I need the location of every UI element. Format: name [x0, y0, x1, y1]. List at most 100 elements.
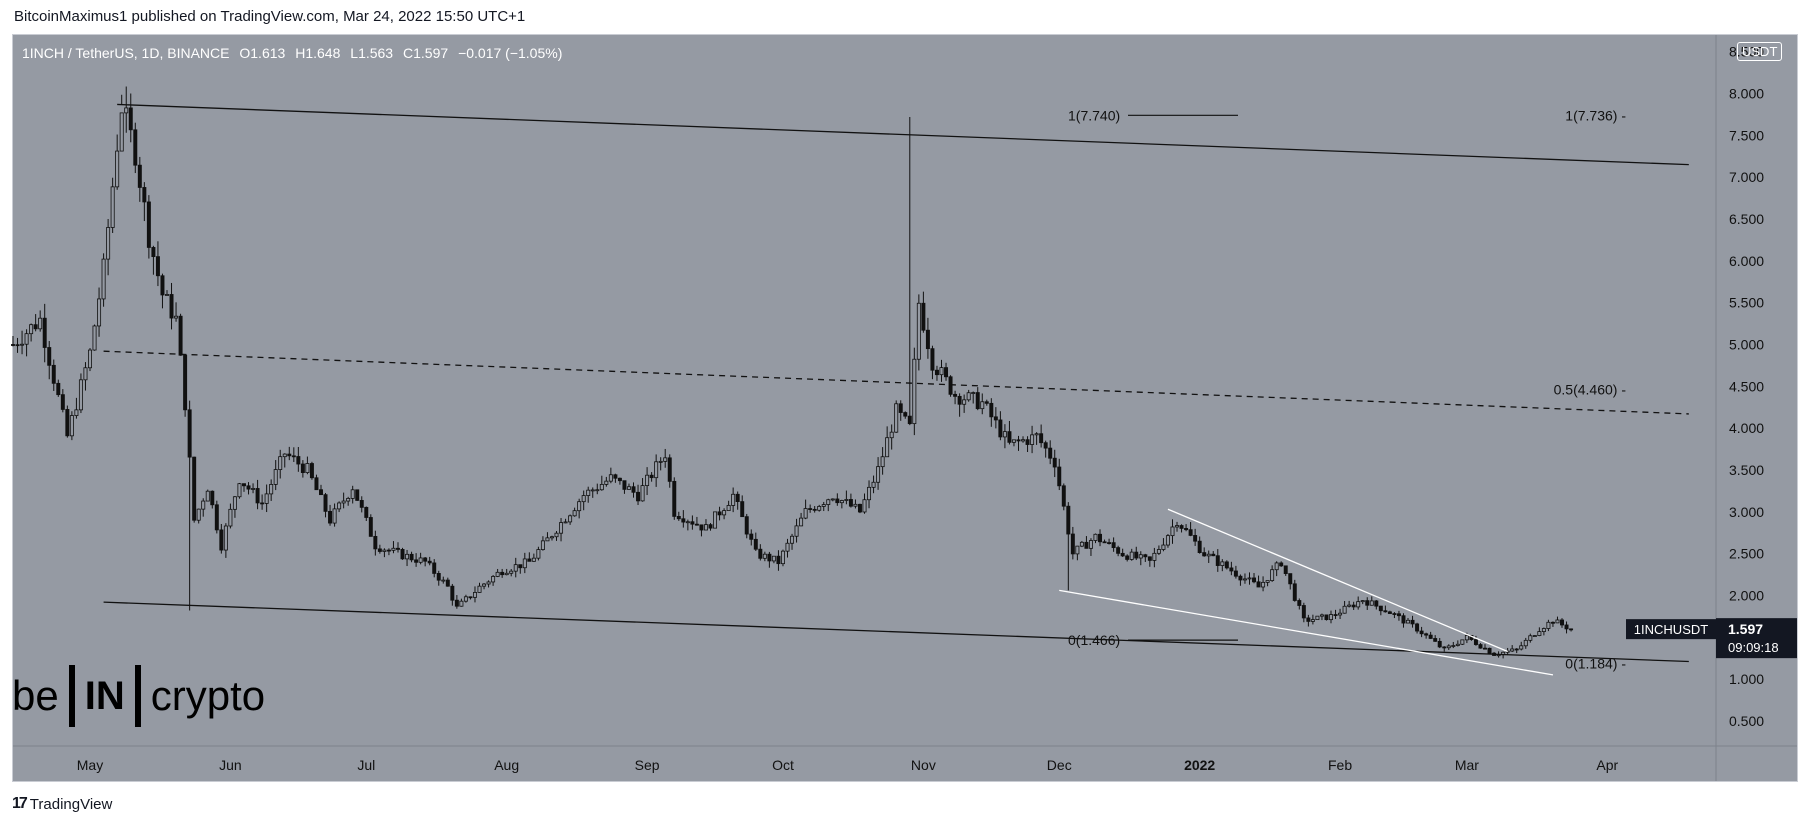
candle-body	[309, 463, 314, 479]
candle-body	[223, 525, 228, 551]
candle-body	[1256, 581, 1261, 588]
candle-body	[1483, 647, 1487, 650]
candle-body	[939, 367, 944, 376]
candle-body	[1487, 647, 1492, 654]
candle-body	[1233, 570, 1238, 577]
candle-body	[1238, 575, 1243, 581]
candle-body	[187, 409, 192, 458]
candle-body	[1369, 600, 1374, 606]
wedge-upper-line[interactable]	[1167, 508, 1508, 653]
candle-body	[83, 367, 88, 381]
candle-body	[20, 343, 25, 346]
candle-body	[1528, 635, 1533, 641]
candle-body	[554, 532, 559, 538]
candle-body	[101, 258, 106, 300]
mid-channel-dashed-line[interactable]	[103, 350, 1689, 415]
candle-body	[962, 399, 967, 405]
candle-body	[423, 557, 428, 562]
time-axis[interactable]	[13, 746, 1797, 781]
candle-body	[42, 317, 47, 348]
candle-body	[1383, 610, 1388, 613]
candle-body	[1134, 551, 1139, 559]
candle-body	[291, 455, 296, 458]
candle-body	[608, 474, 613, 482]
plot-area[interactable]	[13, 35, 1716, 746]
lower-channel-line[interactable]	[103, 601, 1689, 663]
tradingview-logo-icon: 17	[12, 795, 28, 812]
candle-body	[1224, 561, 1229, 569]
candle-body	[771, 555, 776, 562]
x-tick-label: Jun	[219, 757, 242, 773]
candle-body	[151, 247, 156, 258]
candle-body	[799, 517, 804, 527]
price-axis[interactable]	[1716, 35, 1797, 781]
candle-body	[278, 456, 283, 470]
wedge-lower-line[interactable]	[1059, 589, 1554, 676]
candle-body	[821, 504, 826, 507]
candle-body	[713, 511, 718, 529]
candle-body	[1193, 535, 1198, 542]
currency-badge[interactable]: USDT	[1737, 42, 1783, 61]
candle-body	[826, 499, 831, 505]
candle-body	[328, 510, 333, 524]
candle-body	[1143, 554, 1148, 558]
candle-body	[255, 488, 260, 504]
candle-body	[359, 500, 364, 508]
candle-body	[332, 508, 337, 524]
candle-body	[1510, 648, 1515, 652]
candle-body	[599, 484, 604, 491]
tradingview-footer[interactable]: 17 TradingView	[12, 795, 112, 813]
candle-body	[654, 461, 659, 479]
candle-body	[56, 382, 61, 396]
candle-body	[1319, 614, 1324, 617]
candle-body	[1473, 639, 1478, 645]
candle-body	[436, 573, 441, 581]
candle-body	[1532, 635, 1537, 637]
candle-body	[382, 549, 387, 552]
candle-body	[980, 401, 985, 410]
fib-left-bottom-label: 0(1.466)	[1068, 632, 1120, 648]
candle-body	[1002, 431, 1007, 438]
candle-body	[201, 500, 206, 510]
candle-body	[445, 579, 450, 587]
candle-body	[169, 294, 174, 319]
y-tick-label: 7.500	[1729, 127, 1764, 143]
candle-body	[1324, 614, 1329, 621]
candle-body	[785, 542, 790, 552]
price-tag[interactable]	[1716, 618, 1797, 659]
candle-body	[1129, 551, 1134, 560]
legend-change: −0.017 (−1.05%)	[458, 45, 563, 61]
candle-body	[1392, 613, 1397, 615]
candle-body	[495, 571, 500, 577]
y-tick-label: 0.500	[1729, 713, 1764, 729]
candle-body	[1274, 562, 1279, 571]
candle-body	[1061, 485, 1066, 507]
candle-body	[966, 392, 971, 401]
upper-channel-line[interactable]	[117, 103, 1689, 166]
candle-body	[545, 537, 550, 542]
candle-body	[441, 579, 446, 582]
candle-body	[731, 493, 736, 506]
candle-body	[391, 547, 396, 551]
candle-body	[386, 549, 391, 552]
candle-body	[355, 489, 360, 501]
candle-body	[975, 392, 980, 410]
candle-body	[1546, 621, 1551, 629]
candle-body	[400, 549, 405, 560]
candle-body	[1451, 645, 1456, 647]
legend-close: 1.597	[413, 45, 449, 61]
candle-body	[953, 393, 958, 397]
candle-body	[912, 358, 917, 425]
candle-body	[60, 394, 65, 410]
candle-body	[749, 533, 754, 540]
candle-body	[934, 369, 939, 376]
symbol-tag[interactable]	[1626, 619, 1716, 640]
candle-body	[857, 503, 862, 513]
candle-body	[1070, 533, 1075, 555]
candle-body	[350, 489, 355, 499]
candle-body	[472, 592, 477, 598]
candle-body	[1043, 442, 1048, 449]
candle-body	[925, 329, 930, 350]
candle-body	[758, 548, 763, 559]
